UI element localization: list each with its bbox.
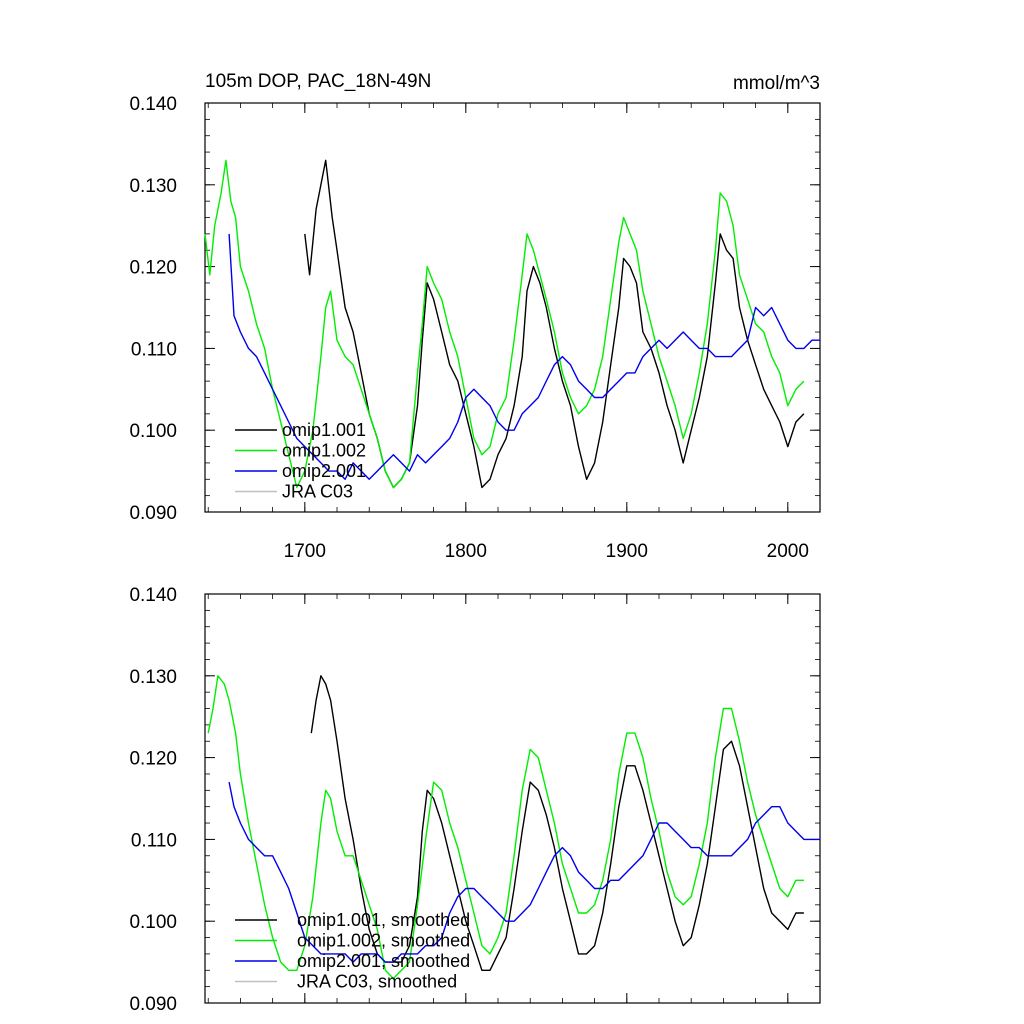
x-tick-label: 1800 xyxy=(445,541,487,562)
y-tick-label: 0.110 xyxy=(131,830,177,851)
y-tick-label: 0.120 xyxy=(129,258,177,279)
legend-label: omip1.002, smoothed xyxy=(297,931,470,951)
plot-frame-1 xyxy=(204,593,821,1004)
x-tick-label: 1700 xyxy=(284,541,326,562)
legend-label: omip1.001, smoothed xyxy=(297,910,470,930)
legend-label: omip1.001 xyxy=(282,420,366,440)
y-tick-label: 0.130 xyxy=(129,667,177,688)
y-tick-label: 0.100 xyxy=(129,912,177,933)
y-tick-label: 0.140 xyxy=(129,94,177,115)
series-line-omip1-002-smoothed xyxy=(207,675,804,980)
legend-label: JRA C03, smoothed xyxy=(297,972,457,992)
y-tick-label: 0.130 xyxy=(129,176,177,197)
legend-label: omip2.001, smoothed xyxy=(297,951,470,971)
legend-label: omip1.002 xyxy=(282,441,366,461)
series-line-omip2-001 xyxy=(228,233,820,480)
y-tick-label: 0.120 xyxy=(129,749,177,770)
y-tick-label: 0.090 xyxy=(129,994,177,1015)
y-tick-label: 0.100 xyxy=(129,421,177,442)
plot-frame-0 xyxy=(204,102,821,513)
legend-label: omip2.001 xyxy=(282,461,366,481)
x-tick-label: 2000 xyxy=(767,541,809,562)
y-tick-label: 0.110 xyxy=(131,339,177,360)
bottom-panel: 0.090 0.100 0.110 0.120 0.130 0.140 omip1.001,… xyxy=(129,585,821,1015)
y-tick-label: 0.090 xyxy=(129,503,177,524)
legend-label: JRA C03 xyxy=(282,482,353,502)
top-panel: 0.090 0.100 0.110 0.120 0.130 0.140 1700 1800 19… xyxy=(129,71,821,562)
x-tick-label: 1900 xyxy=(606,541,648,562)
chart-title: 105m DOP, PAC_18N-49N xyxy=(205,71,431,92)
y-tick-label: 0.140 xyxy=(129,585,177,606)
series-line-omip2-001-smoothed xyxy=(228,781,820,963)
series-line-omip1-002 xyxy=(204,159,805,489)
units-label: mmol/m^3 xyxy=(733,73,820,94)
